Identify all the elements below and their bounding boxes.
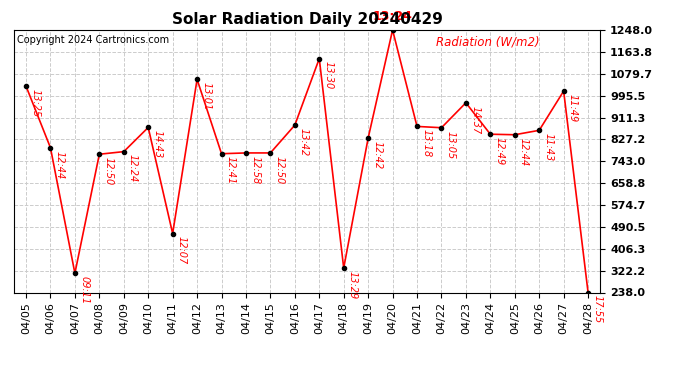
Text: 12:42: 12:42 [373,141,382,169]
Text: 12:24: 12:24 [128,154,138,183]
Text: 13:25: 13:25 [30,89,40,117]
Text: 12:44: 12:44 [55,150,65,179]
Text: 13:24: 13:24 [373,10,413,23]
Text: 13:29: 13:29 [348,271,358,299]
Text: 14:37: 14:37 [470,105,480,134]
Text: 12:07: 12:07 [177,236,187,264]
Text: 09:11: 09:11 [79,276,89,304]
Text: Copyright 2024 Cartronics.com: Copyright 2024 Cartronics.com [17,35,169,45]
Text: 13:18: 13:18 [421,129,431,158]
Text: 17:55: 17:55 [592,295,602,324]
Text: 11:43: 11:43 [543,133,553,161]
Text: 12:58: 12:58 [250,156,260,184]
Text: 12:50: 12:50 [104,157,113,185]
Text: Radiation (W/m2): Radiation (W/m2) [436,35,540,48]
Text: 12:44: 12:44 [519,138,529,166]
Text: 14:43: 14:43 [152,130,162,159]
Text: 13:01: 13:01 [201,82,211,110]
Text: 12:41: 12:41 [226,156,236,185]
Text: 12:49: 12:49 [495,137,504,165]
Text: 13:30: 13:30 [324,62,333,90]
Title: Solar Radiation Daily 20240429: Solar Radiation Daily 20240429 [172,12,442,27]
Text: 11:49: 11:49 [568,94,578,122]
Text: 13:42: 13:42 [299,128,309,156]
Text: 13:05: 13:05 [446,130,455,159]
Text: 12:50: 12:50 [275,156,284,184]
